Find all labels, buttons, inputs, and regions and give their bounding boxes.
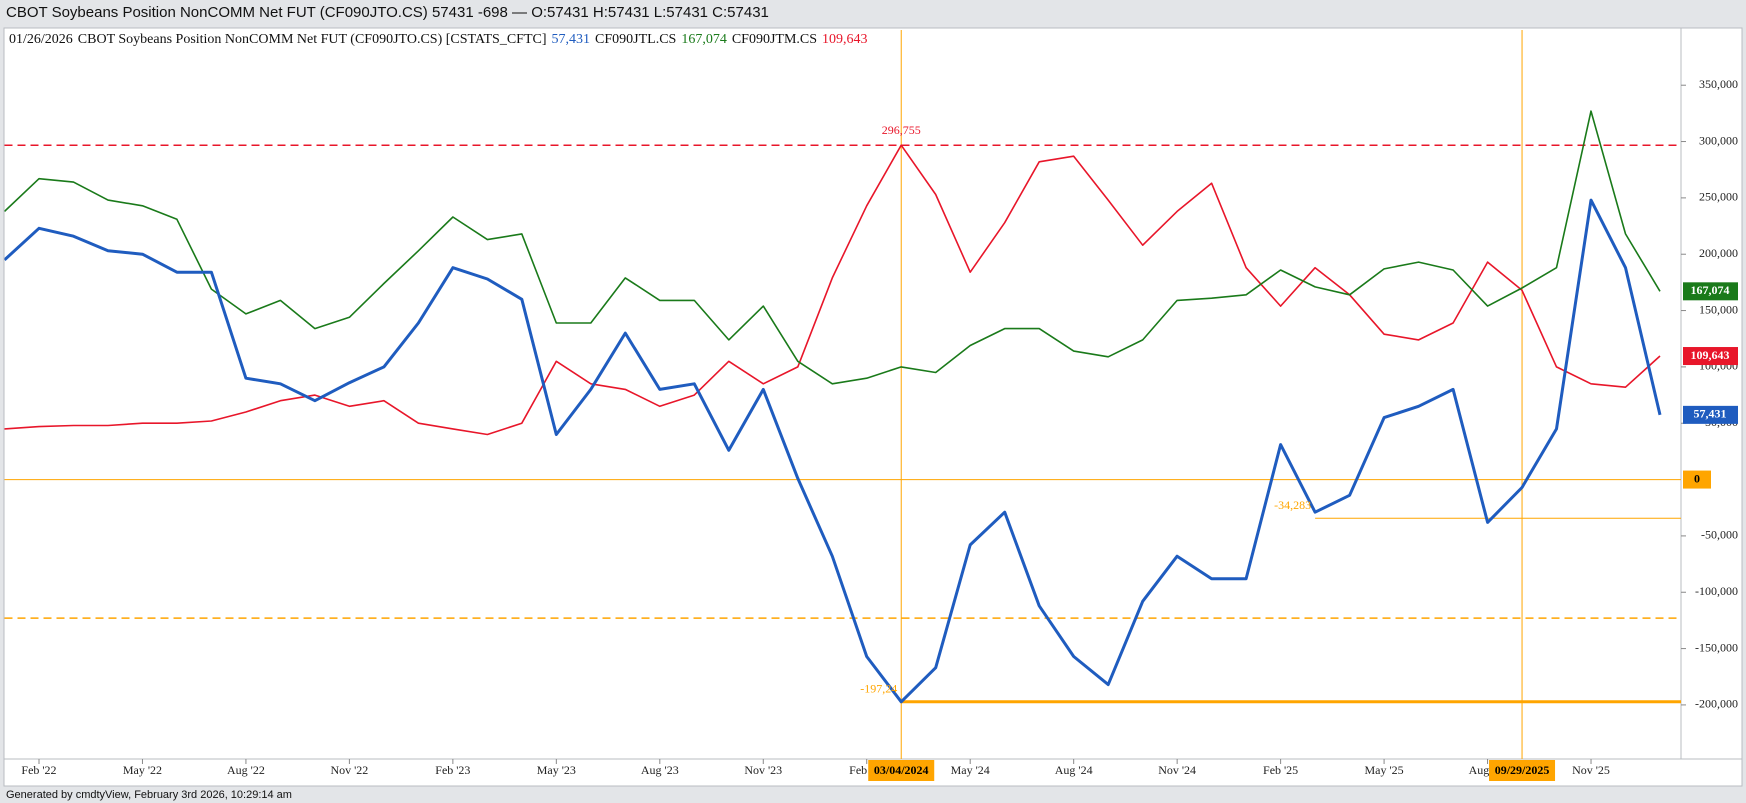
reference-label: -34,283 <box>1274 498 1311 512</box>
x-tick-label: Feb '23 <box>435 763 470 777</box>
last-value-label: 167,074 <box>1691 283 1730 297</box>
y-tick-label: 150,000 <box>1699 302 1738 316</box>
x-tick-label: May '25 <box>1364 763 1403 777</box>
x-tick-label: Feb '22 <box>21 763 56 777</box>
x-tick-label: Aug '23 <box>641 763 679 777</box>
marker-label: 03/04/2024 <box>874 763 929 777</box>
legend-value: 57,431 <box>552 32 591 47</box>
x-tick-label: Aug '22 <box>227 763 265 777</box>
last-value-label: 57,431 <box>1694 407 1727 421</box>
last-value-box <box>1683 282 1738 301</box>
x-tick-label: Aug '24 <box>1055 763 1093 777</box>
last-value-box <box>1683 405 1738 424</box>
reference-box <box>1683 470 1711 489</box>
x-tick-label: Feb '25 <box>1263 763 1298 777</box>
legend-value: 167,074 <box>681 32 727 47</box>
legend-name: CF090JTM.CS <box>732 32 817 47</box>
last-value-box <box>1683 347 1738 366</box>
y-tick-label: -200,000 <box>1695 697 1738 711</box>
legend-value: 109,643 <box>822 32 868 47</box>
marker-box <box>1489 760 1556 781</box>
y-tick-label: -50,000 <box>1701 528 1738 542</box>
marker-label: 09/29/2025 <box>1495 763 1550 777</box>
legend-name: CBOT Soybeans Position NonCOMM Net FUT (… <box>78 32 547 47</box>
window-title: CBOT Soybeans Position NonCOMM Net FUT (… <box>6 4 769 21</box>
series-line <box>4 198 1662 704</box>
x-tick-label: Nov '23 <box>744 763 782 777</box>
series-line <box>4 110 1661 385</box>
legend-date: 01/26/2026 <box>9 32 73 47</box>
series-line <box>4 144 1661 436</box>
y-tick-label: -150,000 <box>1695 640 1738 654</box>
legend-name: CF090JTL.CS <box>595 32 676 47</box>
chart-panel <box>3 27 1743 787</box>
y-tick-label: -100,000 <box>1695 584 1738 598</box>
reference-label: 296,755 <box>882 123 921 137</box>
y-tick-label: 350,000 <box>1699 77 1738 91</box>
footer: Generated by cmdtyView, February 3rd 202… <box>6 789 292 801</box>
x-tick-label: May '23 <box>537 763 576 777</box>
y-tick-label: 250,000 <box>1699 190 1738 204</box>
reference-label: -197,24 <box>860 682 897 696</box>
x-tick-label: Nov '24 <box>1158 763 1196 777</box>
reference-box-label: 0 <box>1694 471 1700 485</box>
y-tick-label: 200,000 <box>1699 246 1738 260</box>
plot-area <box>4 30 1681 759</box>
x-tick-label: May '22 <box>123 763 162 777</box>
marker-box <box>868 760 935 781</box>
y-tick-label: 300,000 <box>1699 133 1738 147</box>
x-tick-label: Nov '25 <box>1572 763 1610 777</box>
legend: 01/26/2026 CBOT Soybeans Position NonCOMM… <box>9 32 868 47</box>
x-tick-label: Nov '22 <box>330 763 368 777</box>
last-value-label: 109,643 <box>1691 348 1730 362</box>
x-tick-label: May '24 <box>951 763 990 777</box>
